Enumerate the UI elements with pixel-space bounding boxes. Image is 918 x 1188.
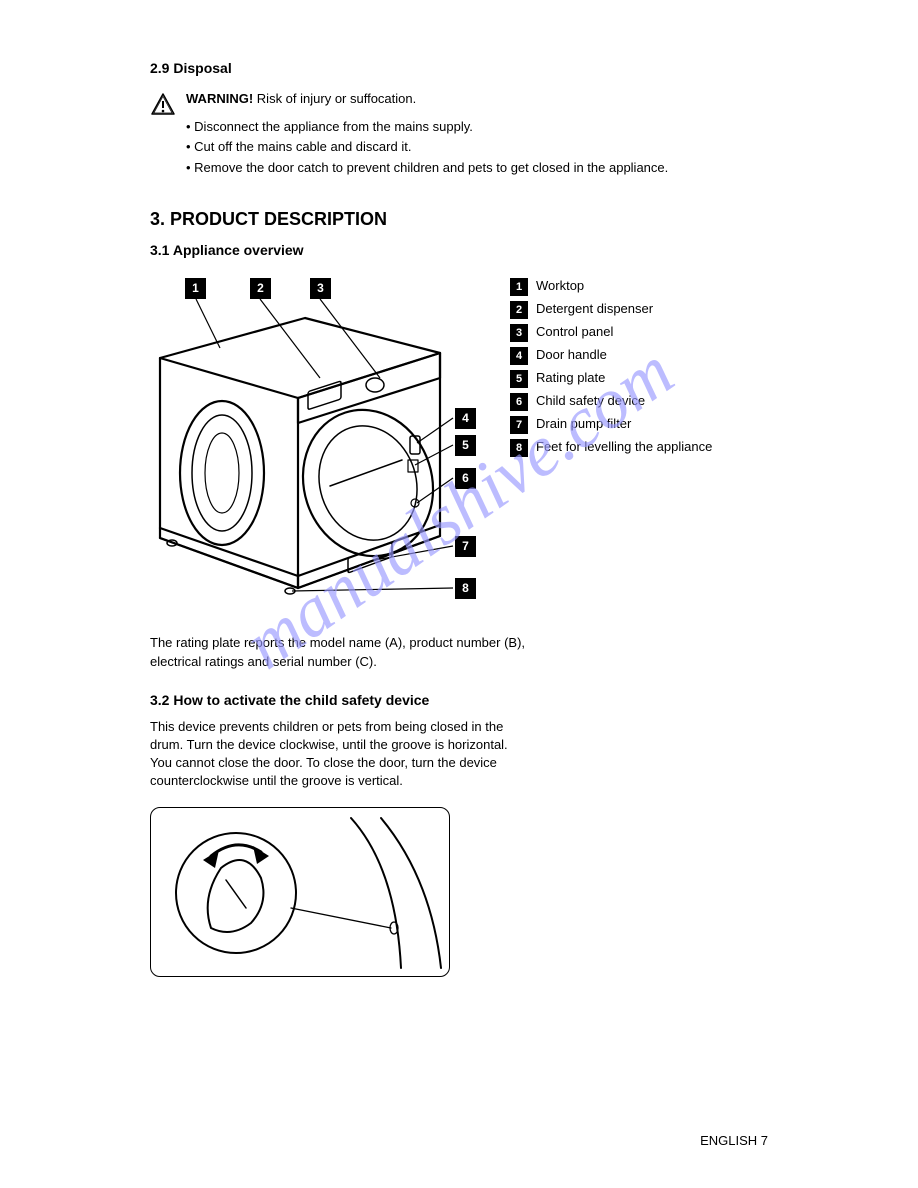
diagram-area: 1 2 3 4 5 6 7 8 1 Worktop 2 Detergent di… [150, 278, 768, 613]
callout-2: 2 [250, 278, 271, 299]
legend-text-3: Control panel [536, 324, 613, 341]
legend-item-6: 6 Child safety device [510, 393, 712, 411]
section-child-safety: 3.2 How to activate the child safety dev… [150, 692, 768, 977]
legend-num-8: 8 [510, 439, 528, 457]
page-container: manualshive.com 2.9 Disposal WARNING! Ri… [0, 0, 918, 1017]
legend-text-2: Detergent dispenser [536, 301, 653, 318]
heading-3-2: 3.2 How to activate the child safety dev… [150, 692, 768, 708]
callout-7: 7 [455, 536, 476, 557]
legend-num-3: 3 [510, 324, 528, 342]
warning-subtitle: Risk of injury or suffocation. [257, 91, 416, 106]
legend-num-6: 6 [510, 393, 528, 411]
warning-triangle-icon [150, 92, 176, 121]
legend-item-3: 3 Control panel [510, 324, 712, 342]
warning-text-block: WARNING! Risk of injury or suffocation. … [186, 90, 768, 179]
legend-text-6: Child safety device [536, 393, 645, 410]
callout-8: 8 [455, 578, 476, 599]
legend-item-5: 5 Rating plate [510, 370, 712, 388]
section-disposal: 2.9 Disposal WARNING! Risk of injury or … [150, 60, 768, 179]
legend-item-8: 8 Feet for levelling the appliance [510, 439, 712, 457]
heading-3-1: 3.1 Appliance overview [150, 242, 768, 258]
heading-2-9: 2.9 Disposal [150, 60, 768, 76]
legend-text-5: Rating plate [536, 370, 605, 387]
callout-3: 3 [310, 278, 331, 299]
legend-text-1: Worktop [536, 278, 584, 295]
warning-row: WARNING! Risk of injury or suffocation. … [150, 90, 768, 179]
warning-label: WARNING! [186, 91, 253, 106]
disposal-bullets: Disconnect the appliance from the mains … [186, 118, 768, 177]
legend-text-7: Drain pump filter [536, 416, 631, 433]
parts-legend: 1 Worktop 2 Detergent dispenser 3 Contro… [510, 278, 712, 462]
legend-item-7: 7 Drain pump filter [510, 416, 712, 434]
legend-num-5: 5 [510, 370, 528, 388]
bullet-2: Cut off the mains cable and discard it. [186, 138, 768, 156]
bullet-1: Disconnect the appliance from the mains … [186, 118, 768, 136]
legend-text-4: Door handle [536, 347, 607, 364]
page-number: ENGLISH 7 [700, 1133, 768, 1148]
legend-text-8: Feet for levelling the appliance [536, 439, 712, 456]
callout-6: 6 [455, 468, 476, 489]
child-safety-diagram [150, 807, 450, 977]
legend-item-1: 1 Worktop [510, 278, 712, 296]
callout-1: 1 [185, 278, 206, 299]
heading-3: 3. PRODUCT DESCRIPTION [150, 209, 768, 230]
rating-plate-note: The rating plate reports the model name … [150, 633, 530, 672]
legend-num-1: 1 [510, 278, 528, 296]
bullet-3: Remove the door catch to prevent childre… [186, 159, 768, 177]
section-product-description: 3. PRODUCT DESCRIPTION 3.1 Appliance ove… [150, 209, 768, 672]
washing-machine-diagram: 1 2 3 4 5 6 7 8 [150, 278, 480, 613]
callout-4: 4 [455, 408, 476, 429]
machine-svg [150, 278, 480, 613]
legend-item-4: 4 Door handle [510, 347, 712, 365]
legend-num-2: 2 [510, 301, 528, 319]
legend-num-4: 4 [510, 347, 528, 365]
legend-item-2: 2 Detergent dispenser [510, 301, 712, 319]
callout-5: 5 [455, 435, 476, 456]
legend-num-7: 7 [510, 416, 528, 434]
child-safety-text: This device prevents children or pets fr… [150, 718, 530, 791]
